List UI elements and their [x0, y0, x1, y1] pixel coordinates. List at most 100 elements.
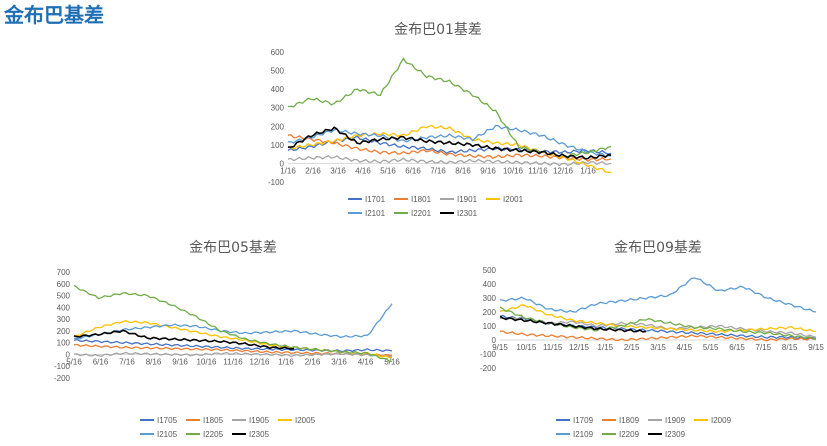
y-tick-label: 700: [57, 268, 71, 277]
legend-label: I2101: [365, 209, 386, 218]
legend-label: I1909: [665, 416, 686, 425]
y-tick-label: 100: [271, 141, 285, 150]
legend-label: I2109: [573, 430, 594, 439]
legend-label: I1709: [573, 416, 594, 425]
legend-label: I2201: [411, 209, 432, 218]
y-tick-label: -200: [480, 364, 497, 373]
chart-05-basis: 金布巴05基差 700 600 500 400 300 200 100 0 -100 -200 5/1…: [54, 239, 400, 439]
page-title: 金布巴基差: [4, 3, 104, 27]
y-tick-label: 100: [57, 339, 71, 348]
x-tick-label: 5/16: [66, 357, 82, 366]
x-tick-label: 10/15: [516, 343, 537, 352]
x-tick-label: 8/16: [146, 357, 162, 366]
x-tick-label: 1/16: [278, 357, 294, 366]
x-tick-label: 4/16: [358, 357, 374, 366]
series-line-i1909: [499, 315, 817, 338]
y-tick-label: 600: [57, 280, 71, 289]
x-tick-label: 2/16: [305, 357, 321, 366]
y-tick-label: 300: [57, 315, 71, 324]
legend-label: I1801: [411, 195, 432, 204]
legend-label: I1805: [203, 416, 224, 425]
legend-label: I2305: [249, 430, 270, 439]
chart-01-basis: 金布巴01基差 600 500 400 300 200 100 0 -100 1/16 2/16 3/…: [268, 21, 612, 218]
y-tick-label: 100: [483, 322, 497, 331]
series-line-i2105: [73, 303, 393, 340]
y-tick-label: 200: [483, 308, 497, 317]
x-tick-label: 5/16: [380, 166, 396, 175]
series-line-i1701: [287, 135, 612, 155]
y-tick-label: 400: [271, 85, 285, 94]
legend-label: I2009: [711, 416, 732, 425]
legend-label: I2205: [203, 430, 224, 439]
y-tick-label: 400: [483, 280, 497, 289]
x-tick-label: 7/16: [119, 357, 135, 366]
y-tick-label: -100: [268, 178, 285, 187]
y-tick-label: 300: [271, 104, 285, 113]
y-tick-label: 400: [57, 303, 71, 312]
chart-title: 金布巴09基差: [614, 239, 702, 256]
x-tick-label: 11/15: [543, 343, 563, 352]
x-tick-label: 8/15: [782, 343, 798, 352]
x-tick-label: 3/16: [331, 357, 347, 366]
x-tick-label: 4/16: [355, 166, 371, 175]
y-tick-label: 0: [492, 336, 497, 345]
y-tick-label: 0: [66, 350, 71, 359]
x-tick-label: 1/15: [598, 343, 614, 352]
y-tick-label: 600: [271, 48, 285, 57]
y-tick-label: -100: [480, 350, 497, 359]
x-tick-label: 11/16: [528, 166, 548, 175]
x-tick-label: 9/16: [480, 166, 496, 175]
x-tick-label: 5/16: [384, 357, 400, 366]
y-tick-label: 0: [280, 159, 285, 168]
x-tick-label: 11/16: [223, 357, 243, 366]
x-tick-label: 8/16: [455, 166, 471, 175]
series-line-i2205: [73, 284, 393, 363]
legend-label: I2209: [619, 430, 640, 439]
x-tick-label: 4/15: [677, 343, 693, 352]
legend-label: I2005: [295, 416, 316, 425]
chart-title: 金布巴01基差: [394, 21, 482, 38]
x-tick-label: 10/16: [196, 357, 217, 366]
y-tick-label: 200: [57, 327, 71, 336]
legend-label: I2309: [665, 430, 686, 439]
legend-label: I2105: [157, 430, 178, 439]
x-tick-label: 12/16: [249, 357, 270, 366]
series-line-i2305: [73, 329, 295, 350]
series-line-i1901: [287, 155, 612, 167]
legend-label: I2001: [503, 195, 524, 204]
y-tick-label: 200: [271, 122, 285, 131]
series-line-i2301: [288, 126, 612, 160]
chart-title: 金布巴05基差: [189, 239, 277, 256]
series-line-i2009: [499, 304, 817, 334]
series-line-i2101: [288, 124, 612, 158]
x-tick-label: 5/15: [703, 343, 719, 352]
legend-label: I1901: [457, 195, 478, 204]
y-tick-label: 300: [483, 294, 497, 303]
x-tick-label: 6/16: [93, 357, 109, 366]
y-tick-label: -200: [54, 374, 71, 383]
x-tick-label: 10/16: [503, 166, 524, 175]
legend-label: I1705: [157, 416, 178, 425]
x-tick-label: 3/16: [330, 166, 346, 175]
x-tick-label: 12/16: [553, 166, 574, 175]
series-line-i1705: [73, 338, 393, 353]
chart-09-basis: 金布巴09基差 500 400 300 200 100 0 -100 -200 9/15 10/15…: [480, 239, 824, 439]
legend-label: I1701: [365, 195, 386, 204]
y-tick-label: 500: [483, 266, 497, 275]
series-line-i1905: [73, 351, 393, 358]
x-tick-label: 6/16: [405, 166, 421, 175]
x-tick-label: 7/16: [430, 166, 446, 175]
x-tick-label: 3/15: [650, 343, 666, 352]
x-tick-label: 6/15: [729, 343, 745, 352]
series-line-i2109: [499, 277, 817, 313]
x-tick-label: 1/16: [280, 166, 296, 175]
x-tick-label: 9/15: [808, 343, 824, 352]
x-tick-label: 2/15: [624, 343, 640, 352]
y-tick-label: 500: [57, 292, 71, 301]
series-line-i2309: [499, 315, 646, 333]
legend-label: I1905: [249, 416, 270, 425]
x-tick-label: 9/16: [172, 357, 188, 366]
legend-label: I2301: [457, 209, 478, 218]
x-tick-label: 12/15: [569, 343, 590, 352]
x-tick-label: 9/15: [492, 343, 508, 352]
